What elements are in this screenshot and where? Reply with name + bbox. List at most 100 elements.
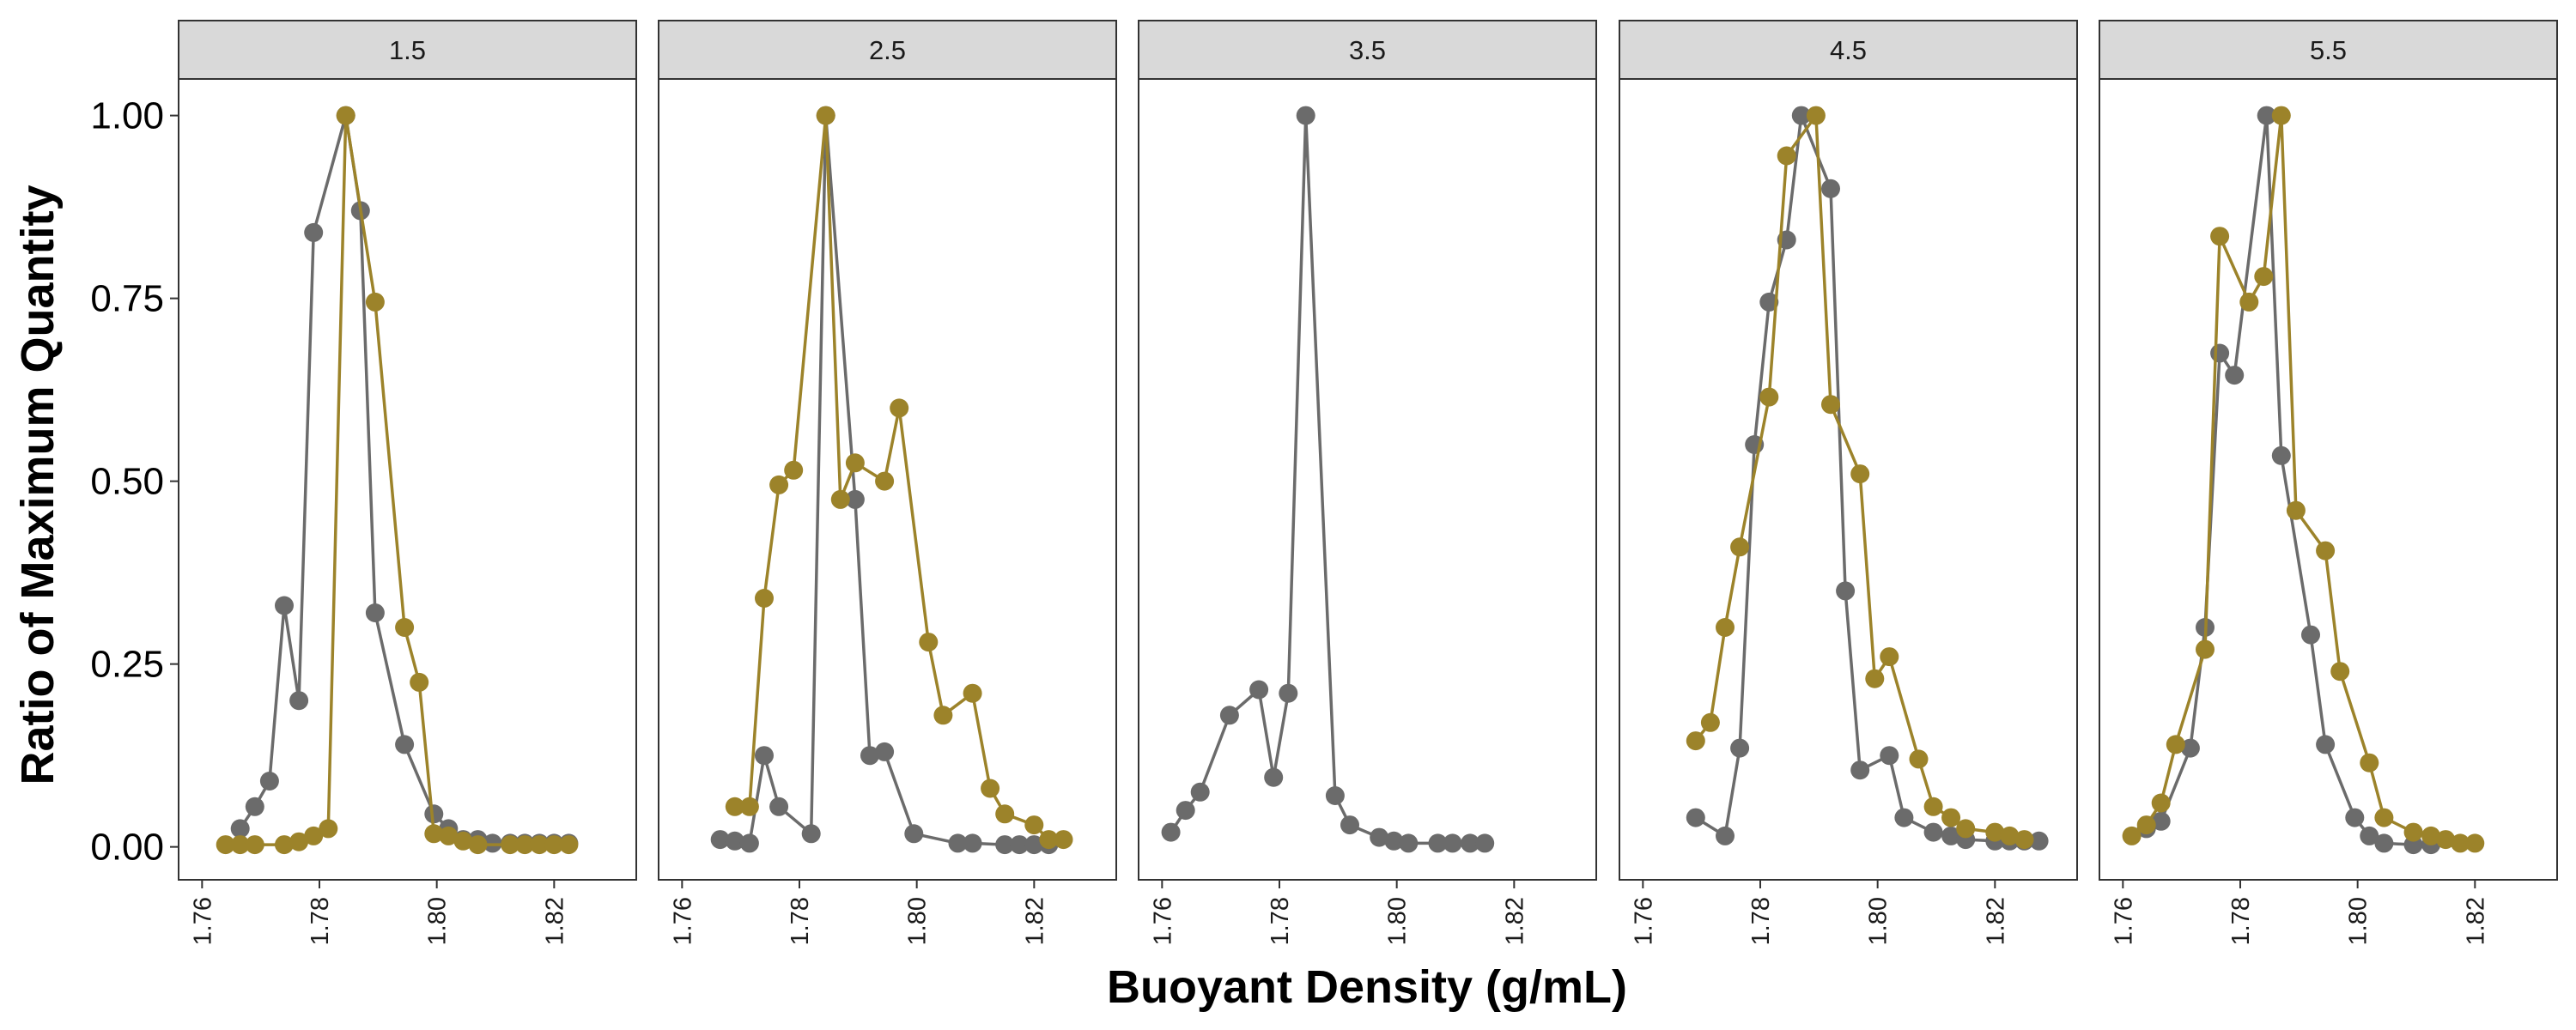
data-point-gold: [515, 835, 535, 855]
data-point-gray: [289, 691, 309, 711]
data-point-gray: [1024, 835, 1044, 855]
data-point-gold: [755, 589, 774, 608]
data-point-gold: [559, 835, 579, 855]
facet-label: 2.5: [869, 35, 906, 65]
x-tick-label: 1.76: [1630, 897, 1657, 945]
data-point-gray: [1759, 292, 1779, 312]
data-point-gray: [2151, 811, 2171, 831]
data-point-gold: [769, 475, 789, 494]
data-point-gold: [424, 824, 444, 844]
data-point-gold: [1880, 647, 1899, 667]
data-point-gray: [739, 833, 759, 853]
data-point-gray: [1923, 822, 1943, 842]
facet-label: 5.5: [2310, 35, 2347, 65]
x-tick-label: 1.80: [1865, 897, 1893, 945]
data-point-gold: [2014, 830, 2034, 850]
x-tick-label: 1.78: [1267, 897, 1294, 945]
data-point-gold: [2196, 639, 2215, 659]
data-point-gold: [933, 706, 953, 725]
data-point-gray: [2345, 808, 2365, 827]
data-point-gold: [1956, 819, 1976, 839]
panel-3.5: 3.5 1.76 1.78 1.80 1.82: [1138, 20, 1597, 945]
data-point-gray: [1791, 106, 1811, 125]
facet-strip: [178, 20, 637, 80]
data-point-gray: [1686, 808, 1705, 827]
data-point-gold: [1941, 808, 1961, 827]
data-point-gold: [1730, 537, 1750, 557]
x-tick-label: 1.80: [2345, 897, 2372, 945]
data-point-gold: [1777, 146, 1796, 166]
y-tick-label: 0.75: [90, 278, 164, 320]
data-point-gray: [1443, 833, 1462, 853]
y-axis-title: Ratio of Maximum Quantity: [12, 185, 64, 785]
data-point-gold: [1923, 797, 1943, 816]
data-point-gray: [860, 746, 879, 766]
data-point-gold: [1909, 749, 1929, 769]
data-point-gold: [2122, 826, 2142, 845]
x-tick-label: 1.80: [904, 897, 932, 945]
data-point-gold: [501, 835, 520, 855]
data-point-gray: [995, 835, 1015, 855]
data-point-gray: [1190, 782, 1210, 802]
data-point-gray: [801, 824, 821, 844]
y-tick-label: 0.50: [90, 461, 164, 503]
data-point-gold: [1850, 464, 1870, 484]
data-point-gold: [2316, 541, 2336, 560]
x-tick-label: 1.80: [424, 897, 452, 945]
panel-border: [178, 78, 637, 881]
data-point-gray: [2029, 831, 2049, 851]
data-point-gold: [1759, 387, 1779, 407]
data-point-gray: [2180, 738, 2200, 758]
data-point-gold: [2360, 753, 2379, 772]
data-point-gold: [319, 819, 338, 839]
x-tick-label: 1.82: [541, 897, 568, 945]
data-point-gold: [2451, 833, 2470, 853]
data-point-gold: [739, 797, 759, 816]
data-point-gray: [2301, 625, 2320, 645]
data-point-gold: [453, 831, 473, 851]
y-tick-label: 0.25: [90, 644, 164, 686]
data-point-gray: [963, 833, 982, 853]
data-point-gold: [289, 832, 309, 851]
data-point-gray: [845, 489, 865, 509]
data-point-gold: [530, 835, 550, 855]
data-point-gray: [1340, 815, 1359, 835]
y-axis: 0.00 0.25 0.50 0.75 1.00: [90, 95, 179, 869]
data-point-gray: [2271, 445, 2291, 465]
data-point-gold: [2271, 106, 2291, 125]
data-point-gray: [1821, 179, 1840, 198]
data-point-gray: [2360, 826, 2379, 845]
data-point-gray: [1850, 760, 1870, 780]
data-point-gold: [1039, 830, 1059, 850]
data-point-gray: [875, 742, 895, 761]
data-point-gray: [1249, 680, 1269, 700]
x-tick-label: 1.82: [1021, 897, 1048, 945]
panel-1.5: 1.5 1.76 1.78 1.80 1.82: [178, 20, 637, 945]
data-point-gray: [1428, 833, 1448, 853]
data-point-gold: [336, 106, 355, 125]
data-point-gray: [304, 222, 324, 242]
data-point-gray: [1010, 835, 1030, 855]
data-point-gold: [919, 633, 939, 652]
x-tick-label: 1.78: [787, 897, 814, 945]
facet-strip: [2099, 20, 2558, 80]
data-point-gray: [1894, 808, 1914, 827]
data-point-gold: [2210, 227, 2230, 246]
data-point-gray: [259, 772, 279, 791]
data-point-gold: [1024, 815, 1044, 835]
x-tick-label: 1.82: [1501, 897, 1528, 945]
data-point-gold: [468, 835, 488, 855]
data-point-gray: [1219, 706, 1239, 725]
facet-label: 1.5: [389, 35, 426, 65]
data-point-gold: [875, 471, 895, 491]
data-point-gold: [1054, 830, 1073, 850]
facet-label: 4.5: [1830, 35, 1867, 65]
data-point-gold: [2330, 662, 2350, 682]
data-point-gold: [1821, 395, 1840, 415]
facet-label: 3.5: [1349, 35, 1386, 65]
data-point-gold: [216, 835, 235, 855]
data-point-gold: [1700, 712, 1720, 732]
data-point-gold: [544, 835, 564, 855]
data-point-gray: [1716, 826, 1735, 845]
data-point-gold: [981, 779, 1000, 798]
